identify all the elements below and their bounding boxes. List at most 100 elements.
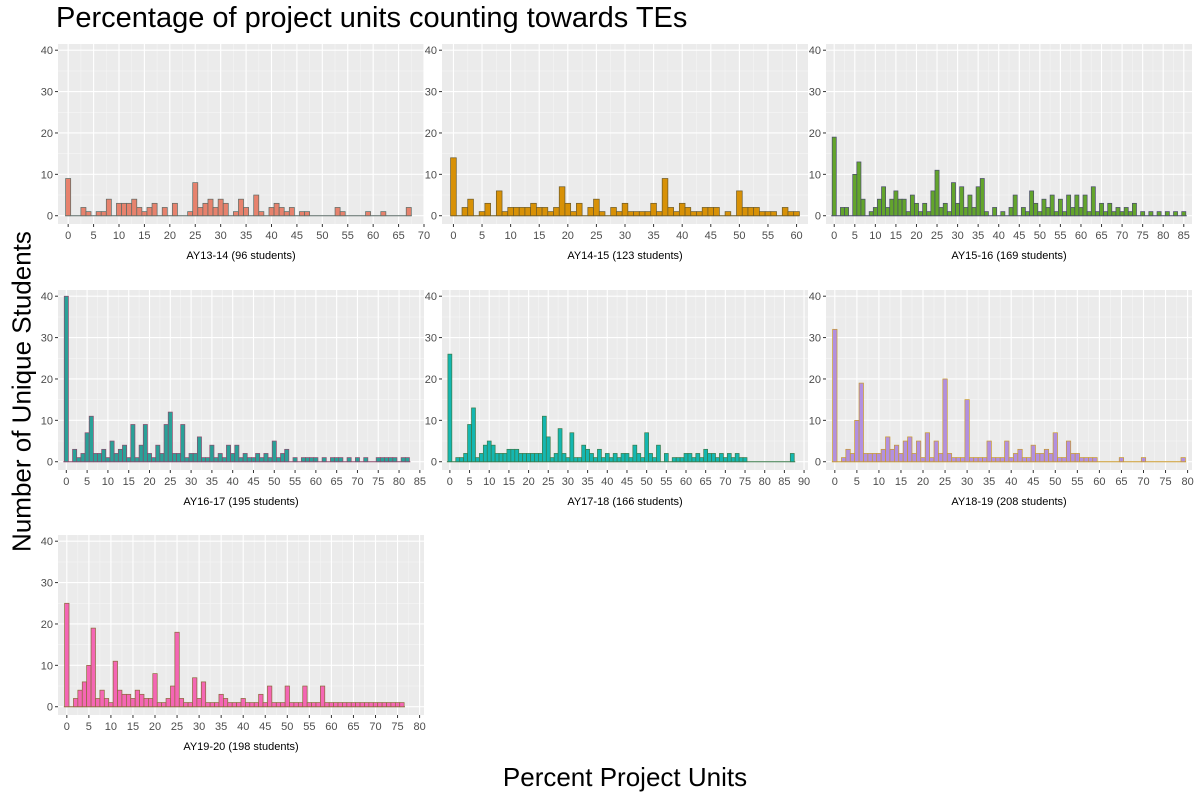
histogram-bar — [789, 453, 795, 463]
x-tick-label: 55 — [289, 476, 301, 488]
histogram-bar — [338, 457, 344, 463]
histogram-bar — [840, 207, 845, 217]
histogram-bar — [975, 186, 981, 217]
histogram-bar — [959, 186, 965, 217]
histogram-bar — [112, 660, 118, 708]
histogram-bar — [134, 457, 140, 463]
histogram-bar — [280, 453, 286, 463]
histogram-bar — [526, 453, 531, 463]
histogram-bar — [530, 453, 535, 463]
panel-caption: AY13-14 (96 students) — [186, 250, 295, 262]
histogram-bar — [885, 207, 891, 217]
chart-title: Percentage of project units counting tow… — [56, 2, 688, 34]
histogram-bar — [192, 182, 199, 217]
histogram-bar — [885, 436, 891, 463]
histogram-bar — [289, 702, 295, 708]
histogram-bar — [1026, 457, 1032, 463]
x-tick-label: 0 — [64, 721, 70, 733]
histogram-bar — [478, 211, 486, 217]
histogram-bar — [276, 457, 281, 463]
histogram-bar — [267, 685, 273, 708]
x-tick-label: 75 — [372, 476, 384, 488]
histogram-bar — [1082, 194, 1088, 217]
histogram-bar — [65, 178, 72, 217]
histogram-bar — [1074, 194, 1080, 217]
x-tick-label: 20 — [910, 230, 922, 242]
y-tick-label: 20 — [41, 374, 53, 386]
histogram-bar — [968, 457, 975, 463]
histogram-bar — [636, 453, 642, 463]
histogram-bar — [155, 444, 161, 463]
histogram-bar — [738, 457, 744, 463]
x-tick-label: 80 — [759, 476, 771, 488]
histogram-bar — [992, 207, 998, 217]
x-tick-label: 60 — [367, 230, 379, 242]
x-tick-label: 45 — [259, 721, 271, 733]
y-tick-label: 40 — [41, 291, 53, 303]
x-tick-label: 60 — [310, 476, 322, 488]
histogram-bar — [553, 453, 559, 463]
x-tick-label: 35 — [206, 476, 218, 488]
histogram-bar — [507, 207, 514, 217]
histogram-bar — [831, 136, 837, 217]
histogram-bar — [130, 698, 136, 708]
histogram-bar — [490, 444, 496, 463]
histogram-bar — [455, 457, 461, 463]
x-tick-label: 60 — [1075, 230, 1087, 242]
histogram-bar — [678, 202, 686, 217]
histogram-bar — [868, 211, 874, 217]
x-tick-label: 30 — [961, 476, 973, 488]
y-tick-label: 20 — [809, 374, 821, 386]
histogram-bar — [188, 453, 194, 463]
x-tick-label: 0 — [832, 476, 838, 488]
histogram-bar — [538, 453, 543, 463]
histogram-bar — [138, 444, 144, 463]
histogram-bar — [205, 457, 211, 463]
histogram-bar — [1070, 207, 1076, 217]
histogram-bar — [719, 453, 724, 463]
histogram-bar — [764, 211, 772, 217]
x-tick-label: 30 — [619, 230, 631, 242]
x-tick-label: 45 — [247, 476, 259, 488]
histogram-bar — [963, 207, 969, 217]
y-tick-label: 30 — [425, 333, 437, 345]
histogram-bar — [513, 207, 520, 217]
x-tick-label: 25 — [590, 230, 602, 242]
histogram-bar — [907, 436, 913, 463]
histogram-bar — [640, 457, 646, 463]
histogram-bar — [841, 457, 847, 463]
y-tick-label: 10 — [41, 660, 53, 672]
y-tick-label: 20 — [809, 128, 821, 140]
histogram-bar — [863, 453, 869, 463]
x-tick-label: 35 — [581, 476, 593, 488]
histogram-bar — [955, 457, 961, 463]
histogram-bar — [342, 702, 348, 708]
histogram-bar — [577, 457, 583, 463]
histogram-bar — [648, 453, 653, 463]
x-tick-label: 85 — [414, 476, 426, 488]
histogram-bar — [522, 453, 527, 463]
histogram-bar — [121, 202, 127, 217]
histogram-bar — [384, 457, 389, 463]
x-tick-label: 5 — [854, 476, 860, 488]
histogram-bar — [564, 202, 572, 217]
y-axis-label: Number of Unique Students — [6, 231, 37, 552]
histogram-bar — [995, 457, 1001, 463]
histogram-bar — [148, 698, 154, 708]
histogram-bar — [125, 693, 132, 708]
histogram-bar — [386, 702, 392, 708]
histogram-bar — [1140, 457, 1147, 463]
histogram-bar — [1049, 194, 1055, 217]
y-tick-label: 0 — [47, 702, 53, 714]
histogram-bar — [1181, 211, 1187, 217]
histogram-bar — [461, 207, 469, 217]
x-tick-label: 70 — [1116, 230, 1128, 242]
panel-7: 0 10 20 30 40 0 5 10 15 20 25 30 35 40 45 50 55 60 65 70 75 8… — [41, 535, 426, 753]
histogram-bar — [1148, 211, 1154, 217]
histogram-bar — [541, 207, 549, 217]
histogram-bar — [1012, 194, 1018, 217]
histogram-bar — [167, 411, 173, 463]
histogram-bar — [1123, 207, 1129, 217]
histogram-bar — [916, 440, 922, 463]
x-tick-label: 65 — [331, 476, 343, 488]
